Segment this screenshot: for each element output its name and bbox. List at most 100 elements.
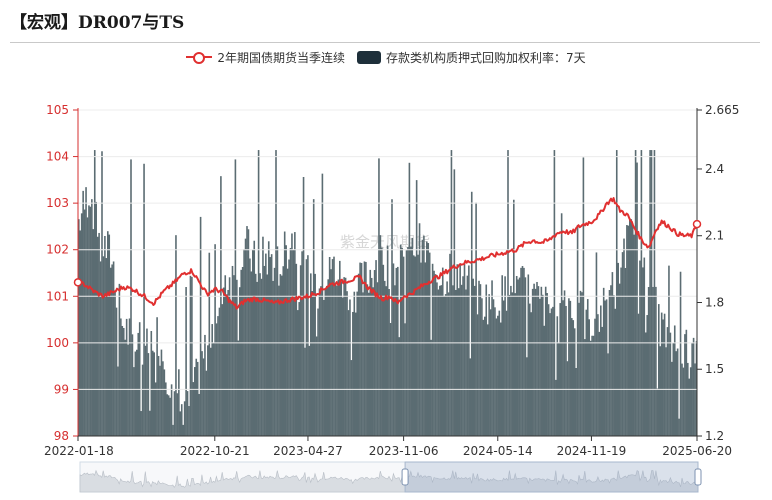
- dr007-bar: [430, 339, 432, 436]
- y-right-tick-label: 1.5: [705, 362, 724, 376]
- dr007-bar: [663, 313, 666, 436]
- dr007-bar: [279, 274, 282, 436]
- dr007-bar: [136, 349, 138, 436]
- dr007-bar: [295, 263, 298, 436]
- dr007-bar: [214, 244, 216, 436]
- dr007-bar: [307, 255, 309, 436]
- dr007-bar: [386, 245, 389, 436]
- dr007-bar: [408, 162, 411, 437]
- dr007-bar: [685, 329, 688, 436]
- dr007-bar: [317, 308, 319, 436]
- dr007-bar: [340, 281, 343, 436]
- dr007-bar: [333, 256, 335, 436]
- dr007-bar: [165, 382, 167, 436]
- dr007-bar: [376, 282, 379, 436]
- legend-item-dr007[interactable]: 存款类机构质押式回购加权利率：7天: [357, 49, 586, 66]
- zoom-handle[interactable]: [401, 468, 409, 486]
- dr007-bar: [656, 388, 659, 436]
- dr007-bar: [550, 308, 553, 436]
- dr007-bar: [249, 258, 251, 436]
- dr007-bar: [621, 252, 624, 436]
- dr007-bar: [452, 285, 454, 436]
- watermark-text: 紫金天风期货: [340, 233, 430, 251]
- y-left-tick-label: 99: [54, 382, 69, 396]
- dr007-bar: [428, 252, 431, 436]
- dr007-bar: [491, 280, 493, 436]
- zoom-selection[interactable]: [404, 461, 699, 493]
- dr007-bar: [194, 367, 196, 436]
- dr007-bar: [146, 328, 148, 436]
- dr007-bar: [449, 253, 451, 436]
- dr007-bar: [331, 259, 334, 436]
- dr007-bar: [299, 265, 302, 436]
- dr007-bar: [220, 176, 222, 436]
- dr007-bar: [189, 275, 192, 436]
- dr007-bar: [420, 262, 422, 436]
- dr007-bar: [151, 350, 154, 436]
- dr007-bar: [188, 406, 190, 436]
- dr007-bar: [276, 246, 279, 436]
- dr007-bar: [468, 265, 470, 436]
- dr007-bar: [605, 299, 608, 436]
- dr007-bar: [673, 325, 676, 436]
- dr007-bar: [508, 294, 511, 436]
- dr007-bar: [456, 264, 459, 436]
- zoom-handle[interactable]: [694, 468, 702, 486]
- dr007-bar: [346, 291, 348, 436]
- dr007-bar: [687, 362, 689, 436]
- dr007-bar: [114, 291, 116, 436]
- dr007-bar: [343, 277, 345, 436]
- dr007-bar: [130, 159, 132, 437]
- dr007-bar: [553, 150, 556, 437]
- dr007-bar: [659, 346, 662, 436]
- dr007-bar: [675, 351, 677, 436]
- dr007-bar: [80, 213, 83, 436]
- dr007-bar: [444, 294, 447, 436]
- dr007-bar: [96, 236, 99, 436]
- data-zoom-slider: [79, 461, 702, 493]
- line-end-marker: [692, 219, 702, 229]
- dr007-bar: [107, 231, 109, 436]
- dr007-bar: [682, 367, 685, 436]
- dr007-bar: [394, 285, 396, 436]
- dr007-bar: [642, 267, 644, 436]
- dr007-bar: [104, 235, 106, 436]
- dr007-bar: [592, 335, 595, 436]
- dr007-bar: [365, 261, 367, 436]
- y-left-tick-label: 98: [54, 429, 69, 443]
- dr007-bar: [573, 328, 576, 436]
- dr007-bar: [231, 265, 234, 436]
- x-tick-label: 2023-11-06: [369, 444, 439, 458]
- dr007-bar: [523, 267, 525, 436]
- y-left-tick-label: 105: [46, 103, 69, 117]
- dr007-bar: [465, 289, 467, 436]
- legend-item-bond[interactable]: 2年期国债期货当季连续: [186, 49, 345, 66]
- dr007-bar: [395, 267, 398, 436]
- dr007-bar: [602, 287, 605, 436]
- dr007-bar: [288, 259, 290, 436]
- legend: 2年期国债期货当季连续 存款类机构质押式回购加权利率：7天: [0, 48, 772, 66]
- dr007-bar: [137, 332, 140, 436]
- dr007-bar: [149, 410, 151, 436]
- dr007-bar: [412, 255, 415, 436]
- dr007-bar: [186, 391, 189, 436]
- dr007-bar: [312, 199, 315, 436]
- dr007-bar: [433, 270, 435, 436]
- dr007-bar: [469, 358, 472, 436]
- dr007-bar: [460, 284, 463, 436]
- dr007-bar: [273, 267, 276, 436]
- dr007-bar: [607, 353, 609, 436]
- dr007-bar: [215, 323, 218, 436]
- dr007-bar: [98, 232, 100, 436]
- dr007-bar: [518, 277, 521, 436]
- dr007-bar: [450, 150, 453, 437]
- dr007-bar: [555, 379, 557, 436]
- dr007-bar: [359, 262, 361, 436]
- dr007-bar: [265, 253, 267, 436]
- dr007-bar: [278, 285, 280, 436]
- dr007-bar: [198, 393, 200, 436]
- dr007-bar: [531, 288, 534, 436]
- dr007-bar: [566, 361, 569, 436]
- dr007-bar: [209, 347, 212, 436]
- dr007-bar: [584, 339, 586, 436]
